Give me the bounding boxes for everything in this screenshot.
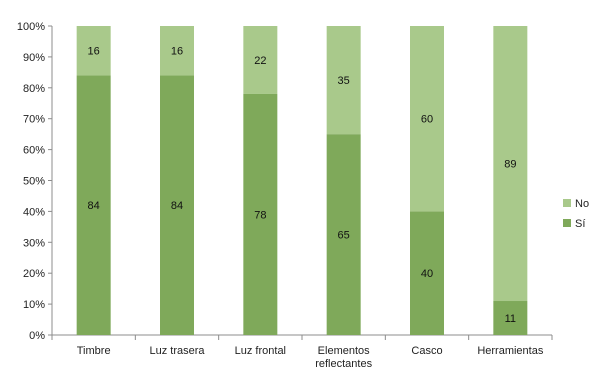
data-label-no: 22 [254,55,266,67]
legend-label-si: Sí [575,218,585,230]
bar-segment-no [243,26,278,94]
legend-swatch-si [563,219,571,227]
data-label-si: 78 [254,209,266,221]
legend-label-no: No [575,198,589,210]
bar-segment-no [76,26,111,76]
y-tick-label: 0% [29,330,45,342]
data-label-si: 11 [505,313,516,325]
bar-segment-no [326,26,361,135]
axes: 0% 10% 20% 30% 40% 50% 60% 70% 80% 90% 100% Timbre L… [17,21,553,370]
bar-segment-no [160,26,194,76]
y-tick-label: 40% [23,206,45,218]
bar-segment-no [410,26,444,212]
data-label-no: 16 [171,46,183,58]
data-label-no: 60 [421,114,433,126]
data-label-no: 16 [88,46,100,58]
data-label-si: 84 [171,200,183,212]
bar-segment-si [410,211,444,335]
x-category-label: Luz trasera [149,345,205,357]
x-category-label: Elementos reflectantes [315,345,372,370]
data-label-si: 84 [88,200,100,212]
data-label-no: 89 [504,159,516,171]
bar-segment-si [243,93,278,335]
x-category-label: Herramientas [477,345,544,357]
y-tick-label: 50% [23,176,45,188]
legend-swatch-no [563,199,571,207]
y-tick-label: 100% [17,21,45,33]
bar-segment-si [76,75,111,335]
bar-segment-no [493,26,528,302]
bar-segment-si [326,134,361,335]
y-tick-label: 70% [23,114,45,126]
bar-segment-si [160,75,194,335]
y-tick-label: 90% [23,52,45,64]
y-tick-label: 60% [23,145,45,157]
bar-segment-si [493,301,528,335]
data-label-si: 40 [421,268,433,280]
y-tick-label: 80% [23,83,45,95]
data-labels: 84 16 84 16 78 22 65 35 40 60 11 89 [88,46,517,325]
legend: No Sí [563,198,589,230]
data-label-no: 35 [338,75,350,87]
x-category-label: Casco [411,345,442,357]
x-category-label: Timbre [77,345,111,357]
y-tick-label: 10% [23,299,45,311]
y-tick-label: 20% [23,268,45,280]
bars [76,26,528,335]
x-category-label: Luz frontal [235,345,286,357]
y-tick-label: 30% [23,237,45,249]
data-label-si: 65 [338,230,350,242]
